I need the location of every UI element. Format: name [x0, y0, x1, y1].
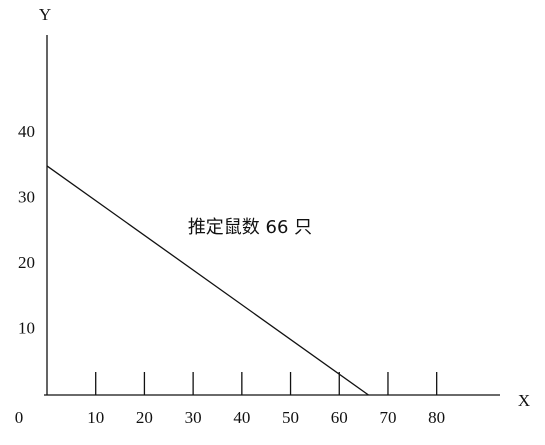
x-tick-label: 80	[428, 408, 445, 427]
x-tick-label: 20	[136, 408, 153, 427]
x-tick-label: 50	[282, 408, 299, 427]
y-tick-label: 30	[18, 188, 35, 207]
y-tick-label: 10	[18, 318, 35, 337]
x-axis-label: X	[518, 391, 530, 410]
data-line	[46, 165, 369, 396]
x-tick-label: 70	[379, 408, 396, 427]
annotation: 推定鼠数 66 只	[188, 217, 312, 238]
x-tick-label: 10	[87, 408, 104, 427]
x-tick-label: 0	[15, 408, 24, 427]
x-tick-label: 60	[331, 408, 348, 427]
y-tick-label: 40	[18, 122, 35, 141]
x-tick-label: 30	[185, 408, 202, 427]
x-tick-label: 40	[233, 408, 250, 427]
y-tick-label: 20	[18, 253, 35, 272]
y-axis-label: Y	[39, 5, 51, 24]
